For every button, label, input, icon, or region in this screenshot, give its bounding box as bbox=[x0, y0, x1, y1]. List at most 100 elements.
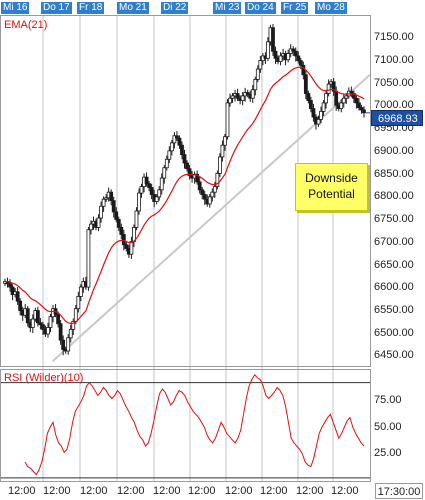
candle-body bbox=[96, 217, 101, 228]
candle-body bbox=[200, 189, 205, 195]
downside-potential-note[interactable]: Downside Potential bbox=[295, 163, 368, 211]
candle-body bbox=[167, 150, 172, 160]
candle-body bbox=[351, 93, 356, 99]
candle-body bbox=[164, 158, 169, 169]
candle-body bbox=[154, 196, 159, 202]
x-tick-label: 12:00 bbox=[153, 485, 181, 497]
candle-body bbox=[298, 60, 303, 66]
rsi-tick-label: 75.00 bbox=[374, 394, 402, 406]
candle-body bbox=[210, 191, 215, 198]
candle-body bbox=[169, 142, 174, 152]
date-tab-mi-16[interactable]: Mi 16 bbox=[1, 2, 30, 14]
candle-body bbox=[339, 102, 344, 109]
candle-body bbox=[303, 74, 308, 94]
candle-body bbox=[301, 64, 306, 76]
candle-body bbox=[30, 318, 35, 328]
date-tab-fr-18[interactable]: Fr 18 bbox=[77, 2, 105, 14]
y-tick-label: 7000.00 bbox=[374, 99, 414, 111]
candle-body bbox=[129, 241, 134, 255]
candle-body bbox=[25, 308, 30, 324]
candle-body bbox=[271, 27, 275, 52]
date-tab-do-17[interactable]: Do 17 bbox=[41, 2, 72, 14]
candle-body bbox=[68, 328, 73, 339]
x-tick-label: 12:00 bbox=[188, 485, 216, 497]
candle-body bbox=[119, 227, 124, 235]
date-tab-mi-23[interactable]: Mi 23 bbox=[213, 2, 242, 14]
candle-body bbox=[111, 200, 116, 213]
y-tick-label: 6600.00 bbox=[374, 281, 414, 293]
candle-body bbox=[207, 196, 212, 205]
rsi-panel[interactable] bbox=[0, 369, 371, 482]
candle-body bbox=[149, 187, 154, 195]
date-tab-di-22[interactable]: Di 22 bbox=[161, 2, 189, 14]
candle-body bbox=[306, 93, 311, 101]
candle-body bbox=[180, 144, 184, 155]
candle-body bbox=[362, 109, 366, 114]
candle-body bbox=[291, 48, 296, 52]
candle-body bbox=[172, 135, 177, 144]
candle-body bbox=[195, 173, 200, 183]
candle-body bbox=[61, 339, 66, 350]
candle-body bbox=[124, 244, 129, 249]
date-tab-do-24[interactable]: Do 24 bbox=[245, 2, 276, 14]
date-tab-fr-25[interactable]: Fr 25 bbox=[281, 2, 309, 14]
candle-body bbox=[202, 194, 207, 200]
candle-body bbox=[321, 102, 326, 112]
y-tick-label: 6850.00 bbox=[374, 168, 414, 180]
candle-body bbox=[177, 137, 182, 146]
candle-body bbox=[162, 167, 167, 179]
candle-body bbox=[217, 156, 222, 174]
rsi-tick-label: 25.00 bbox=[374, 447, 402, 459]
candle-body bbox=[225, 102, 230, 138]
y-tick-label: 7100.00 bbox=[374, 54, 414, 66]
y-tick-label: 6900.00 bbox=[374, 145, 414, 157]
candle-body bbox=[273, 50, 278, 59]
last-price-tag[interactable]: 6968.93 bbox=[371, 110, 423, 126]
rsi-tick-label: 50.00 bbox=[374, 421, 402, 433]
x-tick-label: 12:00 bbox=[225, 485, 253, 497]
candle-body bbox=[326, 83, 331, 94]
candle-body bbox=[114, 211, 119, 220]
y-tick-label: 6650.00 bbox=[374, 259, 414, 271]
ema-line bbox=[4, 66, 365, 325]
candle-body bbox=[255, 68, 260, 80]
candle-body bbox=[86, 229, 91, 288]
rsi-indicator-label[interactable]: RSI (Wilder)(10) bbox=[4, 372, 84, 384]
y-tick-label: 6500.00 bbox=[374, 327, 414, 339]
candle-body bbox=[116, 219, 121, 228]
candle-body bbox=[10, 286, 15, 295]
y-tick-label: 6450.00 bbox=[374, 349, 414, 361]
candle-body bbox=[15, 291, 20, 302]
candle-body bbox=[66, 337, 71, 352]
candle-body bbox=[185, 162, 189, 170]
candle-body bbox=[240, 95, 245, 101]
candle-body bbox=[319, 110, 323, 120]
ema-indicator-label[interactable]: EMA(21) bbox=[4, 19, 48, 31]
x-tick-label: 12:00 bbox=[117, 485, 145, 497]
candle-body bbox=[182, 154, 187, 164]
date-tab-mo-21[interactable]: Mo 21 bbox=[117, 2, 149, 14]
candle-body bbox=[58, 323, 63, 341]
candle-body bbox=[139, 186, 144, 194]
x-tick-label: 12:00 bbox=[260, 485, 288, 497]
candle-body bbox=[56, 313, 60, 325]
price-panel[interactable] bbox=[0, 15, 371, 367]
candle-body bbox=[38, 322, 43, 326]
candle-body bbox=[134, 210, 139, 228]
candle-body bbox=[175, 135, 179, 139]
x-tick-label: 12:00 bbox=[43, 485, 71, 497]
candle-body bbox=[76, 296, 81, 310]
date-tab-mo-28[interactable]: Mo 28 bbox=[315, 2, 347, 14]
candle-body bbox=[101, 198, 106, 207]
y-tick-label: 6750.00 bbox=[374, 213, 414, 225]
candle-body bbox=[187, 168, 192, 177]
candle-body bbox=[230, 95, 235, 99]
y-tick-label: 6550.00 bbox=[374, 304, 414, 316]
candle-body bbox=[99, 205, 103, 219]
candle-body bbox=[266, 41, 270, 59]
candle-body bbox=[8, 283, 12, 288]
candle-body bbox=[253, 79, 258, 91]
candle-body bbox=[286, 53, 291, 61]
